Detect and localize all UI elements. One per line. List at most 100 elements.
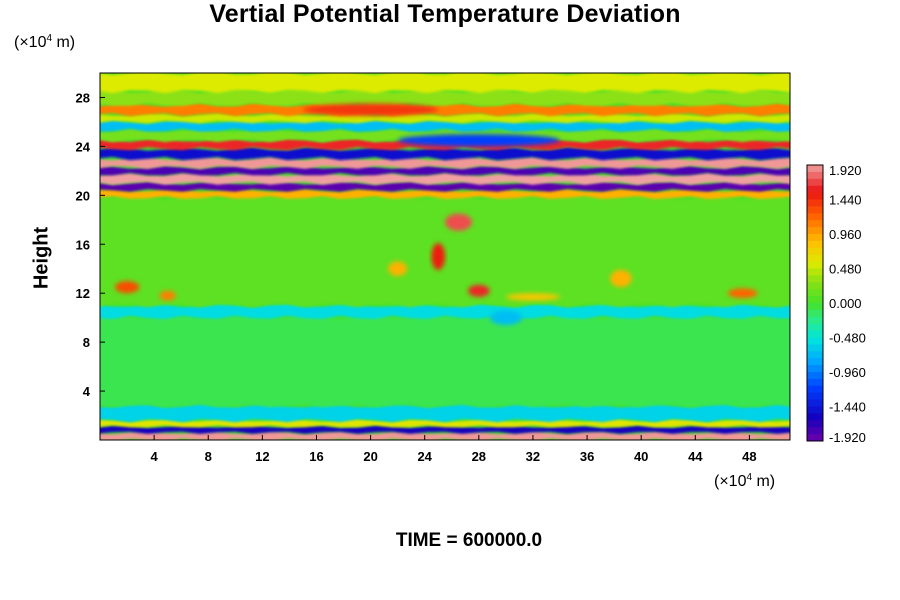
colorbar-label: -1.440 (829, 400, 866, 415)
x-tick-label: 44 (688, 449, 703, 464)
x-axis: 4 8 12 16 20 24 28 32 36 40 44 48 (150, 435, 757, 464)
feature-4 (114, 281, 140, 294)
x-tick-label: 12 (255, 449, 269, 464)
band-9 (100, 172, 790, 185)
colorbar-segment (807, 282, 823, 290)
feature-6 (610, 269, 632, 288)
colorbar: 1.920 1.440 0.960 0.480 0.000 -0.480 -0.960 -1.… (806, 163, 866, 445)
band-19 (100, 73, 790, 94)
colorbar-segment (807, 268, 823, 276)
feature-3 (388, 261, 408, 277)
y-tick-label: 16 (76, 237, 90, 252)
band-5 (100, 303, 790, 319)
colorbar-segment (807, 385, 823, 394)
band-16 (100, 113, 790, 124)
colorbar-segment (807, 185, 823, 193)
colorbar-frame (806, 164, 824, 442)
feature-2 (468, 284, 490, 297)
band-11 (100, 156, 790, 169)
colorbar-segment (807, 165, 823, 173)
plot-frame (99, 72, 791, 441)
feature-0 (445, 213, 472, 231)
colorbar-segment (807, 420, 823, 428)
time-label: TIME = 600000.0 (395, 530, 543, 551)
y-tick-label: 20 (76, 188, 90, 203)
band-15 (100, 120, 790, 132)
x-tick-label: 32 (526, 449, 540, 464)
feature-8 (505, 293, 560, 301)
x-tick-label: 28 (472, 449, 486, 464)
colorbar-segment (807, 213, 823, 221)
colorbar-segment (807, 316, 823, 325)
feature-layer (114, 103, 758, 326)
x-tick-label: 8 (205, 449, 212, 464)
band-18 (100, 89, 790, 106)
colorbar-label: 1.920 (829, 163, 862, 178)
x-tick-label: 16 (309, 449, 323, 464)
colorbar-segment (807, 378, 823, 387)
feature-10 (303, 103, 439, 116)
band-7 (100, 188, 790, 199)
feature-7 (727, 288, 758, 299)
colorbar-segment (807, 227, 823, 235)
feature-11 (397, 134, 560, 147)
y-tick-label: 12 (76, 286, 90, 301)
colorbar-segment (807, 206, 823, 214)
colorbar-segment (807, 365, 823, 373)
colorbar-segment (807, 275, 823, 283)
colorbar-label: 0.000 (829, 296, 862, 311)
colorbar-segment (807, 303, 823, 311)
colorbar-segment (807, 220, 823, 228)
colorbar-segment (807, 192, 823, 200)
colorbar-segment (807, 434, 823, 442)
y-tick-label: 8 (83, 335, 90, 350)
plot-area (100, 73, 790, 440)
band-6 (100, 196, 790, 308)
colorbar-segment (807, 427, 823, 435)
x-tick-label: 24 (417, 449, 432, 464)
y-tick-label: 24 (76, 139, 91, 154)
colorbar-segment (807, 261, 823, 269)
x-tick-label: 36 (580, 449, 594, 464)
band-4 (100, 315, 790, 408)
colorbar-segment (807, 372, 823, 380)
y-axis-unit: (×104 m) (14, 33, 76, 51)
x-tick-label: 4 (150, 449, 158, 464)
band-layer (100, 73, 790, 440)
band-3 (100, 403, 790, 423)
colorbar-label: -0.480 (829, 331, 866, 346)
colorbar-segment (807, 234, 823, 242)
x-axis-unit: (×104 m) (714, 472, 776, 490)
x-tick-label: 20 (363, 449, 377, 464)
x-tick-label: 40 (634, 449, 648, 464)
y-axis: 4 8 12 16 20 24 28 (76, 91, 105, 399)
chart-title: Vertial Potential Temperature Deviation (209, 0, 681, 28)
colorbar-segment (807, 413, 823, 421)
feature-5 (159, 290, 176, 301)
colorbar-segment (807, 358, 823, 366)
y-tick-label: 28 (76, 91, 90, 106)
feature-9 (489, 310, 523, 326)
colorbar-segment (807, 330, 823, 338)
colorbar-label: -0.960 (829, 365, 866, 380)
band-12 (100, 147, 790, 161)
colorbar-segment (807, 323, 823, 331)
colorbar-segment (807, 178, 823, 187)
colorbar-segment (807, 247, 823, 256)
colorbar-segment (807, 351, 823, 359)
colorbar-segment (807, 344, 823, 352)
colorbar-segment (807, 309, 823, 318)
colorbar-label: 0.480 (829, 262, 862, 277)
colorbar-segment (807, 337, 823, 345)
band-17 (100, 103, 790, 117)
colorbar-segment (807, 254, 823, 262)
colorbar-label: -1.920 (829, 430, 866, 445)
colorbar-segment (807, 399, 823, 407)
colorbar-segment (807, 240, 823, 249)
colorbar-label: 0.960 (829, 227, 862, 242)
colorbar-segment (807, 296, 823, 304)
x-tick-label: 48 (742, 449, 756, 464)
band-2 (100, 419, 790, 428)
band-1 (100, 425, 790, 434)
